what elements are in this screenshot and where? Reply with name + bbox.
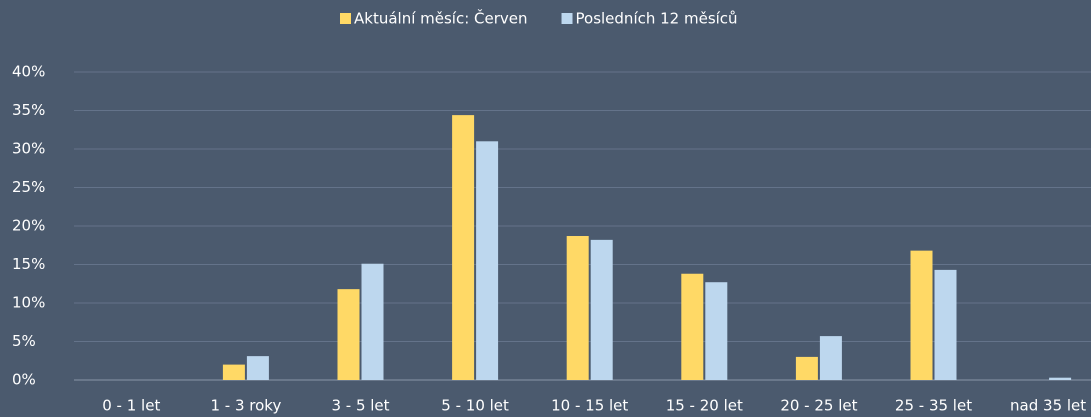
- bar: [246, 356, 269, 380]
- x-tick-label: 20 - 25 let: [780, 397, 857, 415]
- bar: [361, 263, 384, 380]
- x-tick-label: 25 - 35 let: [895, 397, 972, 415]
- bar: [1049, 377, 1072, 380]
- y-tick-label: 35%: [12, 101, 45, 119]
- x-tick-label: 3 - 5 let: [331, 397, 389, 415]
- y-tick-label: 25%: [12, 178, 45, 196]
- y-tick-label: 5%: [12, 332, 36, 350]
- bar: [590, 239, 613, 380]
- bar: [681, 273, 704, 380]
- y-tick-label: 0%: [12, 371, 36, 389]
- bar: [934, 269, 957, 380]
- bar: [705, 282, 728, 380]
- bar: [337, 289, 360, 380]
- legend-swatch: [561, 13, 573, 24]
- x-tick-label: 1 - 3 roky: [210, 397, 281, 415]
- legend-swatch: [340, 13, 351, 24]
- bar: [819, 336, 842, 380]
- bar: [222, 364, 245, 380]
- x-tick-label: 10 - 15 let: [551, 397, 628, 415]
- bar: [476, 141, 499, 380]
- x-tick-label: 0 - 1 let: [102, 397, 160, 415]
- bar: [566, 236, 589, 380]
- legend-label: Aktuální měsíc: Červen: [354, 9, 528, 28]
- bar: [452, 115, 475, 381]
- y-tick-label: 40%: [12, 63, 45, 81]
- y-tick-label: 15%: [12, 255, 45, 273]
- y-tick-label: 30%: [12, 140, 45, 158]
- x-tick-label: 15 - 20 let: [666, 397, 743, 415]
- bar: [910, 250, 933, 380]
- x-tick-label: 5 - 10 let: [441, 397, 509, 415]
- bar: [795, 356, 818, 380]
- y-tick-label: 20%: [12, 217, 45, 235]
- y-tick-label: 10%: [12, 294, 45, 312]
- x-tick-label: nad 35 let: [1010, 397, 1086, 415]
- legend-label: Posledních 12 měsíců: [576, 10, 738, 28]
